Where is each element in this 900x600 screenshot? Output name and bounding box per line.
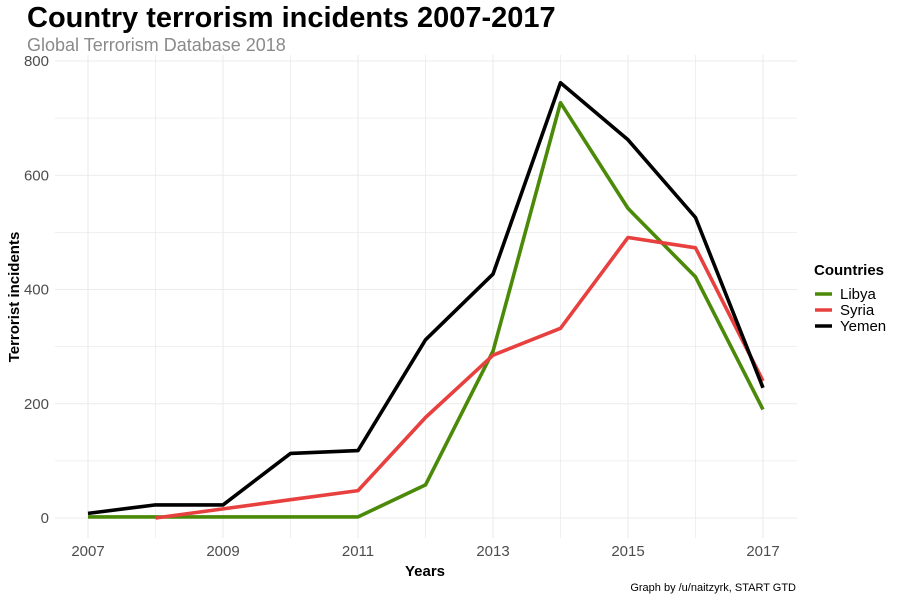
y-tick-label: 600 [24, 167, 49, 184]
grid [55, 55, 797, 538]
y-axis-title: Terrorist incidents [6, 232, 23, 363]
x-tick-label: 2013 [476, 543, 509, 560]
x-tick-label: 2015 [611, 543, 644, 560]
legend-title: Countries [814, 262, 884, 279]
x-axis-title: Years [405, 563, 445, 580]
x-axis-ticks: 2007 2009 2011 2013 2015 2017 [71, 543, 779, 560]
x-tick-label: 2011 [342, 543, 374, 560]
y-tick-label: 400 [24, 282, 49, 299]
x-tick-label: 2007 [71, 543, 104, 560]
series-line-syria [155, 235, 765, 520]
legend-label-syria: Syria [840, 302, 875, 319]
series-line-yemen [87, 80, 765, 516]
series-lines [87, 80, 765, 520]
chart-subtitle: Global Terrorism Database 2018 [27, 35, 286, 55]
x-tick-label: 2009 [206, 543, 239, 560]
y-axis-ticks: 0 200 400 600 800 [24, 53, 49, 527]
series-line-libya [88, 100, 765, 519]
legend-label-yemen: Yemen [840, 318, 886, 335]
caption: Graph by /u/naitzyrk, START GTD [630, 582, 796, 594]
chart-title: Country terrorism incidents 2007-2017 [27, 2, 556, 34]
legend-label-libya: Libya [840, 286, 877, 303]
y-tick-label: 800 [24, 53, 49, 70]
x-tick-label: 2017 [746, 543, 779, 560]
y-tick-label: 200 [24, 396, 49, 413]
y-tick-label: 0 [41, 510, 49, 527]
